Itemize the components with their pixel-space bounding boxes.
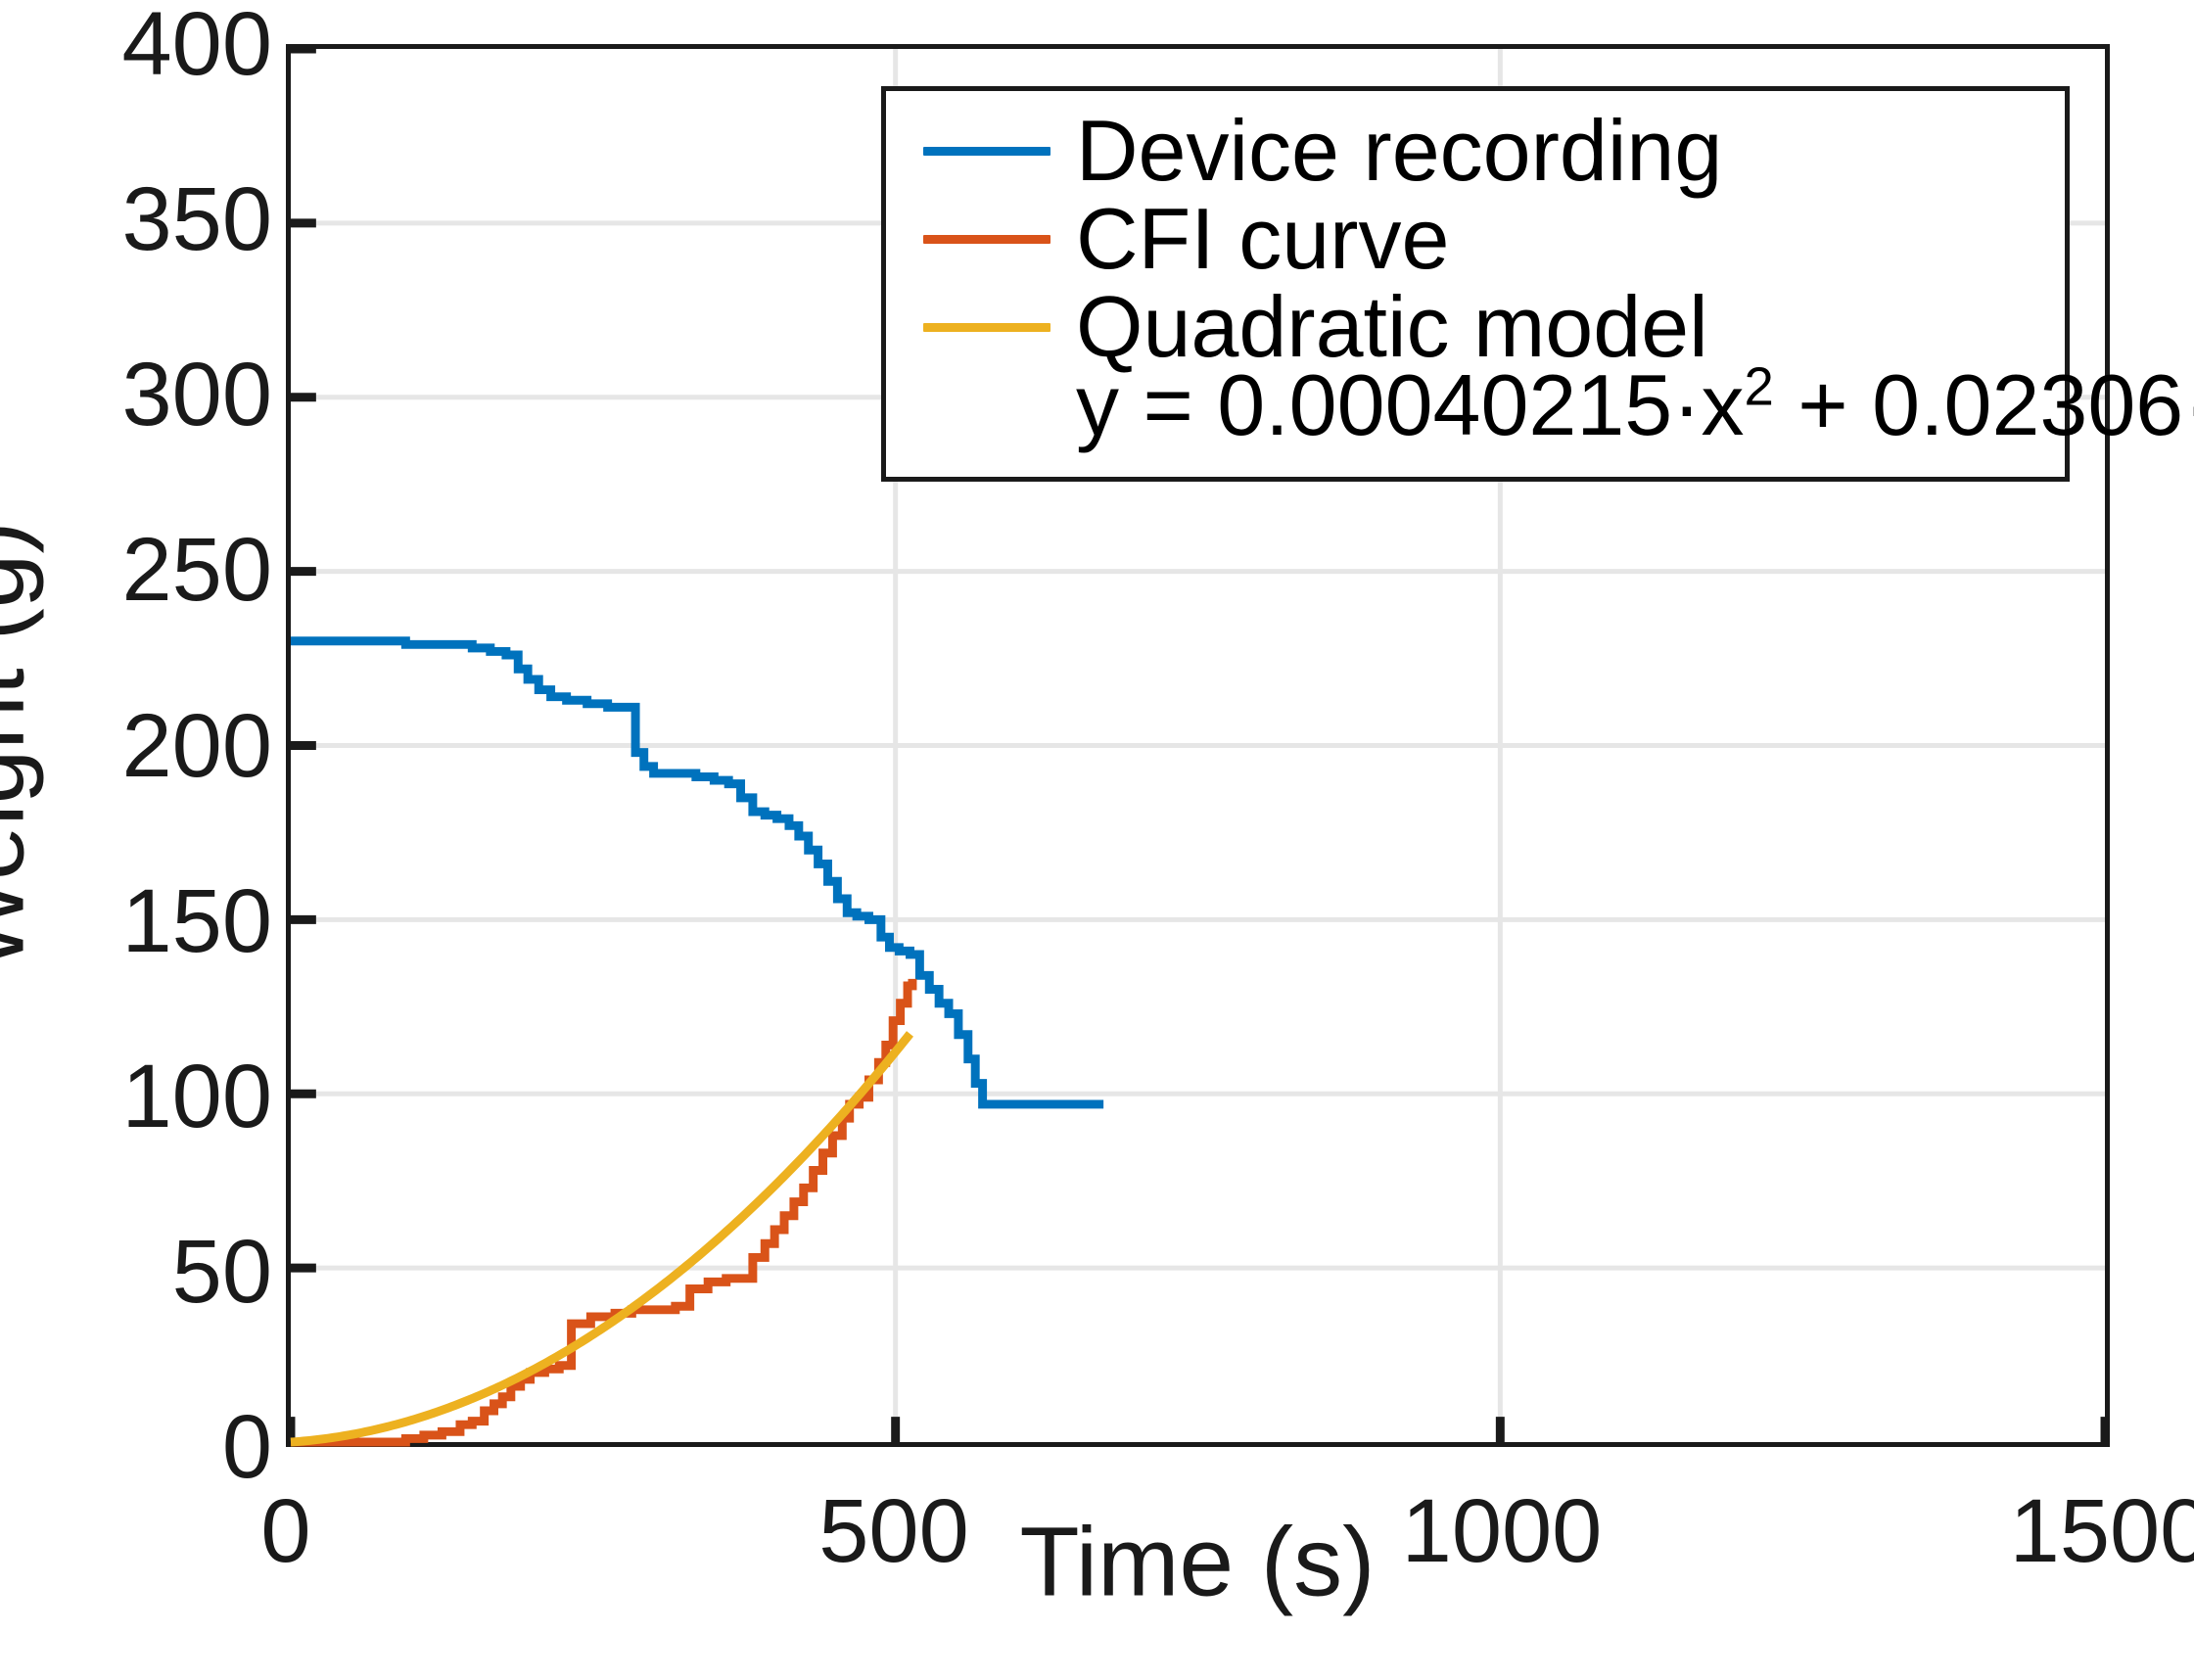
equation-prefix: y = 0.00040215·x	[1076, 356, 1745, 453]
y-tick-label-300: 300	[121, 345, 273, 445]
legend-label-device-recording: Device recording	[1076, 102, 1723, 199]
legend-swatch-cfi-curve	[923, 234, 1050, 244]
equation-suffix: + 0.02306·x	[1797, 356, 2194, 453]
y-tick-label-100: 100	[121, 1046, 273, 1146]
equation-exponent: 2	[1744, 356, 1774, 417]
y-tick-label-50: 50	[171, 1221, 272, 1322]
legend-label-cfi-curve: CFI curve	[1076, 190, 1450, 287]
y-tick-label-200: 200	[121, 695, 273, 796]
data-series	[290, 636, 1104, 1447]
series-line-quadratic-model	[290, 1031, 913, 1447]
legend-swatch-device-recording	[923, 146, 1050, 156]
y-tick-label-350: 350	[121, 169, 273, 270]
y-tick-label-250: 250	[121, 520, 273, 621]
legend-entry-device-recording: Device recording	[886, 102, 2065, 199]
series-line-device-recording	[291, 636, 1104, 1109]
x-axis-title: Time (s)	[1019, 1507, 1376, 1617]
series-line-cfi-curve	[291, 978, 917, 1447]
x-tick-label-0: 0	[260, 1481, 311, 1581]
x-tick-label-1500: 1500	[2009, 1481, 2194, 1581]
legend-swatch-quadratic-model	[923, 322, 1050, 332]
chart-legend: Device recording CFI curve Quadratic mod…	[881, 86, 2194, 482]
y-tick-label-400: 400	[121, 0, 273, 94]
y-tick-label-150: 150	[121, 870, 273, 971]
y-axis-title: Weight (g)	[0, 521, 45, 971]
legend-equation: y = 0.00040215·x2 + 0.02306·x	[1076, 355, 2194, 455]
y-tick-label-0: 0	[221, 1397, 272, 1497]
x-tick-label-500: 500	[818, 1481, 969, 1581]
legend-label-quadratic-model: Quadratic model	[1076, 278, 1708, 375]
legend-entry-cfi-curve: CFI curve	[886, 190, 2065, 287]
x-tick-label-1000: 1000	[1401, 1481, 1603, 1581]
legend-entry-quadratic-model: Quadratic model	[886, 278, 2065, 375]
